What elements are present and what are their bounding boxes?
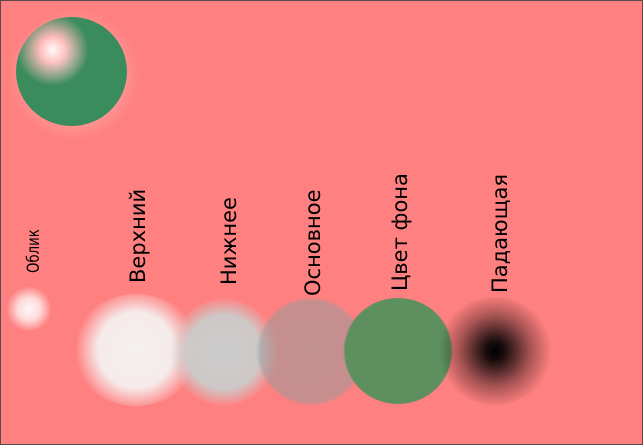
label-padayushchaya: Падающая — [488, 173, 512, 293]
label-nizhnee: Нижнее — [217, 197, 241, 285]
result-sphere — [16, 17, 127, 126]
label-osnovnoe: Основное — [301, 189, 325, 296]
label-oblik: Облик — [24, 229, 44, 273]
layer-padayushchaya-swatch — [438, 297, 552, 405]
layer-tsvet-fona-swatch — [343, 298, 453, 404]
layer-oblik-swatch — [6, 286, 52, 332]
label-verkhniy: Верхний — [126, 188, 150, 283]
label-tsvet-fona: Цвет фона — [388, 173, 412, 291]
